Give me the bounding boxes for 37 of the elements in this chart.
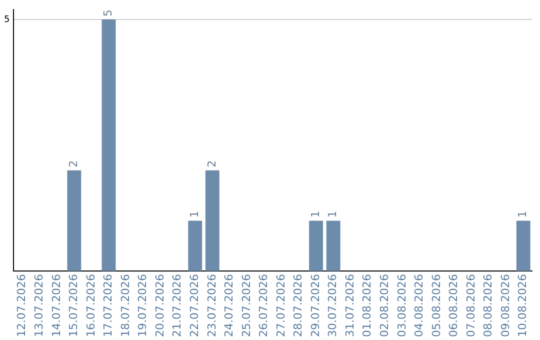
x-tick-label: 06.08.2026 [447, 274, 460, 338]
x-tick-label: 31.07.2026 [343, 274, 356, 338]
x-tick-label: 28.07.2026 [292, 274, 305, 338]
data-label: 2 [205, 160, 218, 168]
x-tick-label: 02.08.2026 [378, 274, 392, 338]
x-tick-label: 17.07.2026 [102, 274, 115, 338]
x-tick-label: 07.08.2026 [464, 274, 478, 338]
x-tick-label: 25.07.2026 [240, 274, 253, 338]
data-label: 5 [102, 9, 115, 16]
x-tick-label: 20.07.2026 [153, 274, 166, 338]
x-tick-label: 08.08.2026 [482, 274, 495, 338]
x-tick-label: 14.07.2026 [50, 274, 63, 338]
x-tick-label: 15.07.2026 [67, 274, 80, 338]
x-tick-label: 29.07.2026 [308, 274, 322, 338]
data-label: 1 [188, 210, 201, 218]
x-tick-label: 18.07.2026 [118, 274, 132, 338]
x-tick-label: 05.08.2026 [430, 274, 443, 338]
x-tick-label: 21.07.2026 [170, 274, 184, 338]
x-tick-label: 01.08.2026 [360, 274, 374, 338]
data-label: 1 [326, 210, 340, 218]
x-tick-label: 13.07.2026 [32, 274, 46, 338]
x-tick-label: 19.07.2026 [136, 274, 150, 338]
x-tick-label: 10.08.2026 [516, 274, 530, 338]
x-tick-label: 16.07.2026 [84, 274, 98, 338]
x-tick-label: 30.07.2026 [326, 274, 340, 338]
x-tick-label: 12.07.2026 [15, 274, 28, 338]
x-tick-label: 24.07.2026 [222, 274, 236, 338]
x-tick-label: 04.08.2026 [412, 274, 426, 338]
x-tick-label: 23.07.2026 [205, 274, 218, 338]
data-label: 1 [516, 210, 530, 218]
data-label: 2 [67, 160, 80, 168]
x-tick-label: 22.07.2026 [188, 274, 201, 338]
x-tick-label: 09.08.2026 [498, 274, 512, 338]
x-tick-label: 27.07.2026 [274, 274, 288, 338]
x-tick-label: 03.08.2026 [395, 274, 408, 338]
x-tick-label: 26.07.2026 [257, 274, 270, 338]
data-label: 1 [308, 210, 322, 218]
